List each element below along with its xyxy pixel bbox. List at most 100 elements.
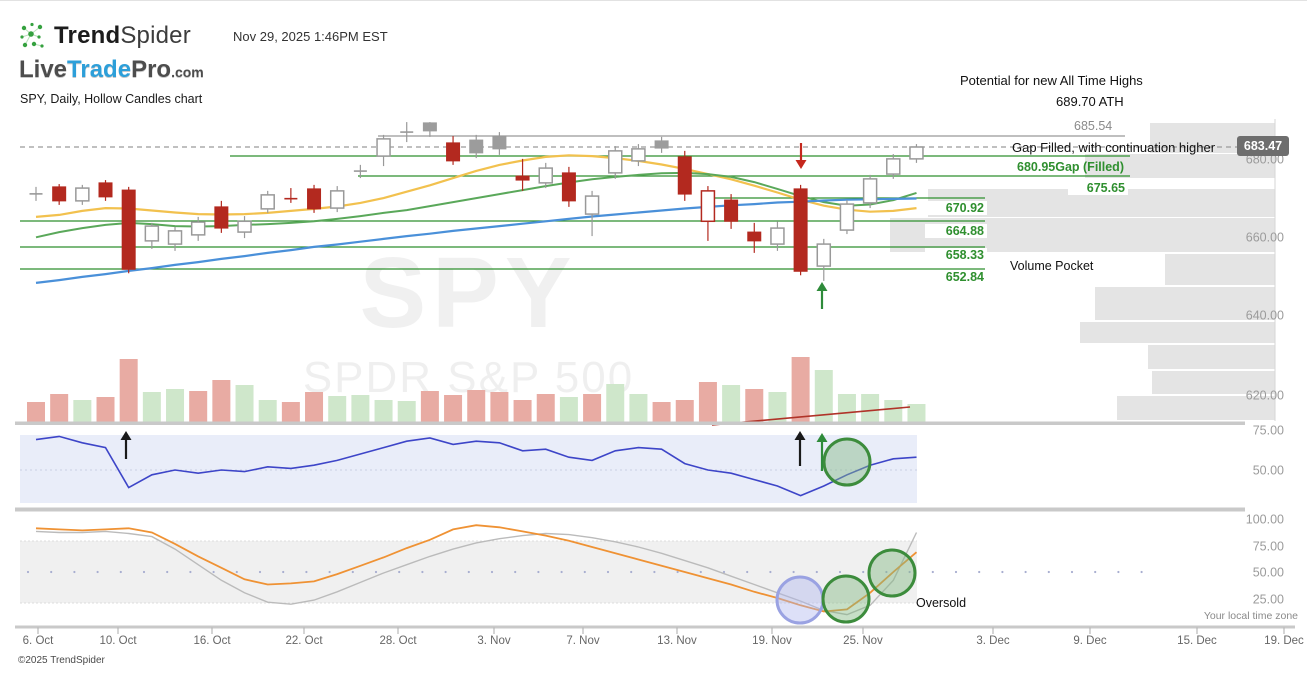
rsi-band	[20, 435, 917, 503]
volume-bar	[814, 370, 833, 422]
volume-profile-bar	[1085, 154, 1275, 178]
candle-body	[144, 225, 160, 242]
site-tld: .com	[171, 64, 204, 80]
stoch-mid-dot	[282, 570, 285, 574]
volume-bar	[606, 384, 625, 422]
stoch-mid-dot	[142, 570, 146, 574]
stoch-mid-dot	[490, 570, 494, 574]
stoch-mid-dot	[931, 570, 934, 574]
stoch-mid-dot	[50, 570, 53, 574]
stoch-mid-dot	[583, 570, 586, 574]
candle-body	[329, 190, 345, 209]
stoch-mid-dot	[351, 570, 354, 574]
volume-bar	[351, 395, 370, 422]
x-axis-label: 6. Oct	[23, 635, 54, 647]
volume-profile-bar	[1165, 254, 1275, 285]
candle-body	[584, 195, 600, 215]
volume-bar	[583, 394, 602, 422]
stoch-mid-dot	[1117, 570, 1120, 574]
candle-body	[167, 230, 183, 245]
stoch-mid-dot	[444, 570, 447, 574]
rsi-axis-label: 75.00	[1253, 424, 1284, 438]
rsi-line	[35, 435, 917, 497]
stoch-highlight-circle-green-2	[867, 548, 917, 598]
stoch-mid-dot	[212, 570, 215, 574]
stoch-mid-dot	[792, 570, 795, 574]
volume-bar	[420, 391, 439, 422]
x-axis-label: 16. Oct	[193, 635, 231, 647]
volume-bar	[791, 357, 810, 422]
stoch-axis-label: 100.00	[1246, 513, 1284, 527]
price-axis-label: 620.00	[1246, 389, 1284, 403]
chart-timestamp: Nov 29, 2025 1:46PM EST	[233, 29, 388, 44]
candle-body	[52, 186, 67, 202]
volume-bar	[281, 402, 300, 422]
level-label-685: 685.54	[1074, 119, 1113, 133]
stoch-mid-dot	[119, 570, 122, 574]
brand-light: Spider	[120, 22, 191, 49]
x-axis-label: 25. Nov	[843, 635, 883, 647]
stoch-mid-dot	[166, 570, 169, 574]
candle-body	[376, 138, 391, 157]
annotation-ath-price: 689.70 ATH	[1056, 94, 1124, 109]
x-axis-label: 3. Dec	[976, 635, 1009, 647]
panel-separator	[15, 421, 1245, 425]
volume-bar	[861, 394, 880, 422]
volume-bar	[698, 382, 717, 422]
x-axis-label: 19. Nov	[752, 635, 792, 647]
x-axis-label: 7. Nov	[566, 635, 599, 647]
stoch-mid-dot	[258, 570, 262, 574]
stoch-mid-dot	[699, 570, 702, 574]
candle-body	[654, 140, 669, 149]
candle-body	[98, 182, 113, 198]
candle-body	[190, 221, 206, 236]
stoch-mid-dot	[328, 570, 331, 574]
level-label-670: 670.92	[925, 201, 987, 215]
candle-body	[469, 139, 484, 154]
volume-bar	[837, 394, 856, 422]
level-label-664: 664.88	[925, 224, 987, 238]
volume-bar	[96, 397, 115, 422]
candle-body	[793, 188, 808, 272]
stoch-mid-dot	[954, 570, 958, 574]
stoch-mid-dot	[653, 570, 656, 574]
annotation-gap-filled: Gap Filled, with continuation higher	[1012, 140, 1216, 155]
candle-body	[909, 146, 924, 160]
rsi-highlight-circle	[822, 437, 872, 487]
level-label-652: 652.84	[925, 270, 987, 284]
volume-bar	[490, 392, 509, 422]
x-axis-label: 22. Oct	[285, 635, 323, 647]
stoch-d-line	[35, 530, 918, 616]
brand-livetradepro: LiveTradePro.com	[19, 56, 204, 84]
volume-bar	[305, 392, 324, 422]
volume-bar	[50, 394, 69, 422]
volume-bar	[722, 385, 741, 422]
annotation-oversold: Oversold	[916, 596, 967, 610]
volume-bar	[675, 400, 694, 422]
volume-bar	[467, 390, 486, 422]
stoch-mid-dot	[908, 570, 911, 574]
stoch-mid-dot	[769, 570, 772, 574]
x-axis-label: 15. Dec	[1177, 635, 1217, 647]
volume-bar	[884, 400, 903, 422]
candle-body	[214, 206, 229, 229]
panel-separator	[15, 507, 1245, 512]
stoch-mid-dot	[815, 570, 818, 574]
volume-profile-bar	[1080, 322, 1275, 343]
candle-body	[260, 194, 275, 210]
level-label-658: 658.33	[925, 248, 987, 262]
price-axis-label: 660.00	[1246, 231, 1284, 245]
candle-body	[862, 178, 878, 204]
stoch-mid-dot	[630, 570, 633, 574]
candle-body	[121, 189, 136, 270]
stoch-mid-dot	[1024, 570, 1027, 574]
volume-bar	[444, 395, 463, 422]
stoch-highlight-circle-green-1	[821, 574, 871, 624]
stoch-highlight-circle-purple	[775, 575, 825, 625]
x-axis-label: 13. Nov	[657, 635, 697, 647]
x-axis-label: 28. Oct	[379, 635, 417, 647]
rsi-up-arrow-3-head	[816, 433, 828, 442]
stoch-mid-dot	[676, 570, 679, 574]
watermark-symbol: SPY	[359, 237, 578, 349]
